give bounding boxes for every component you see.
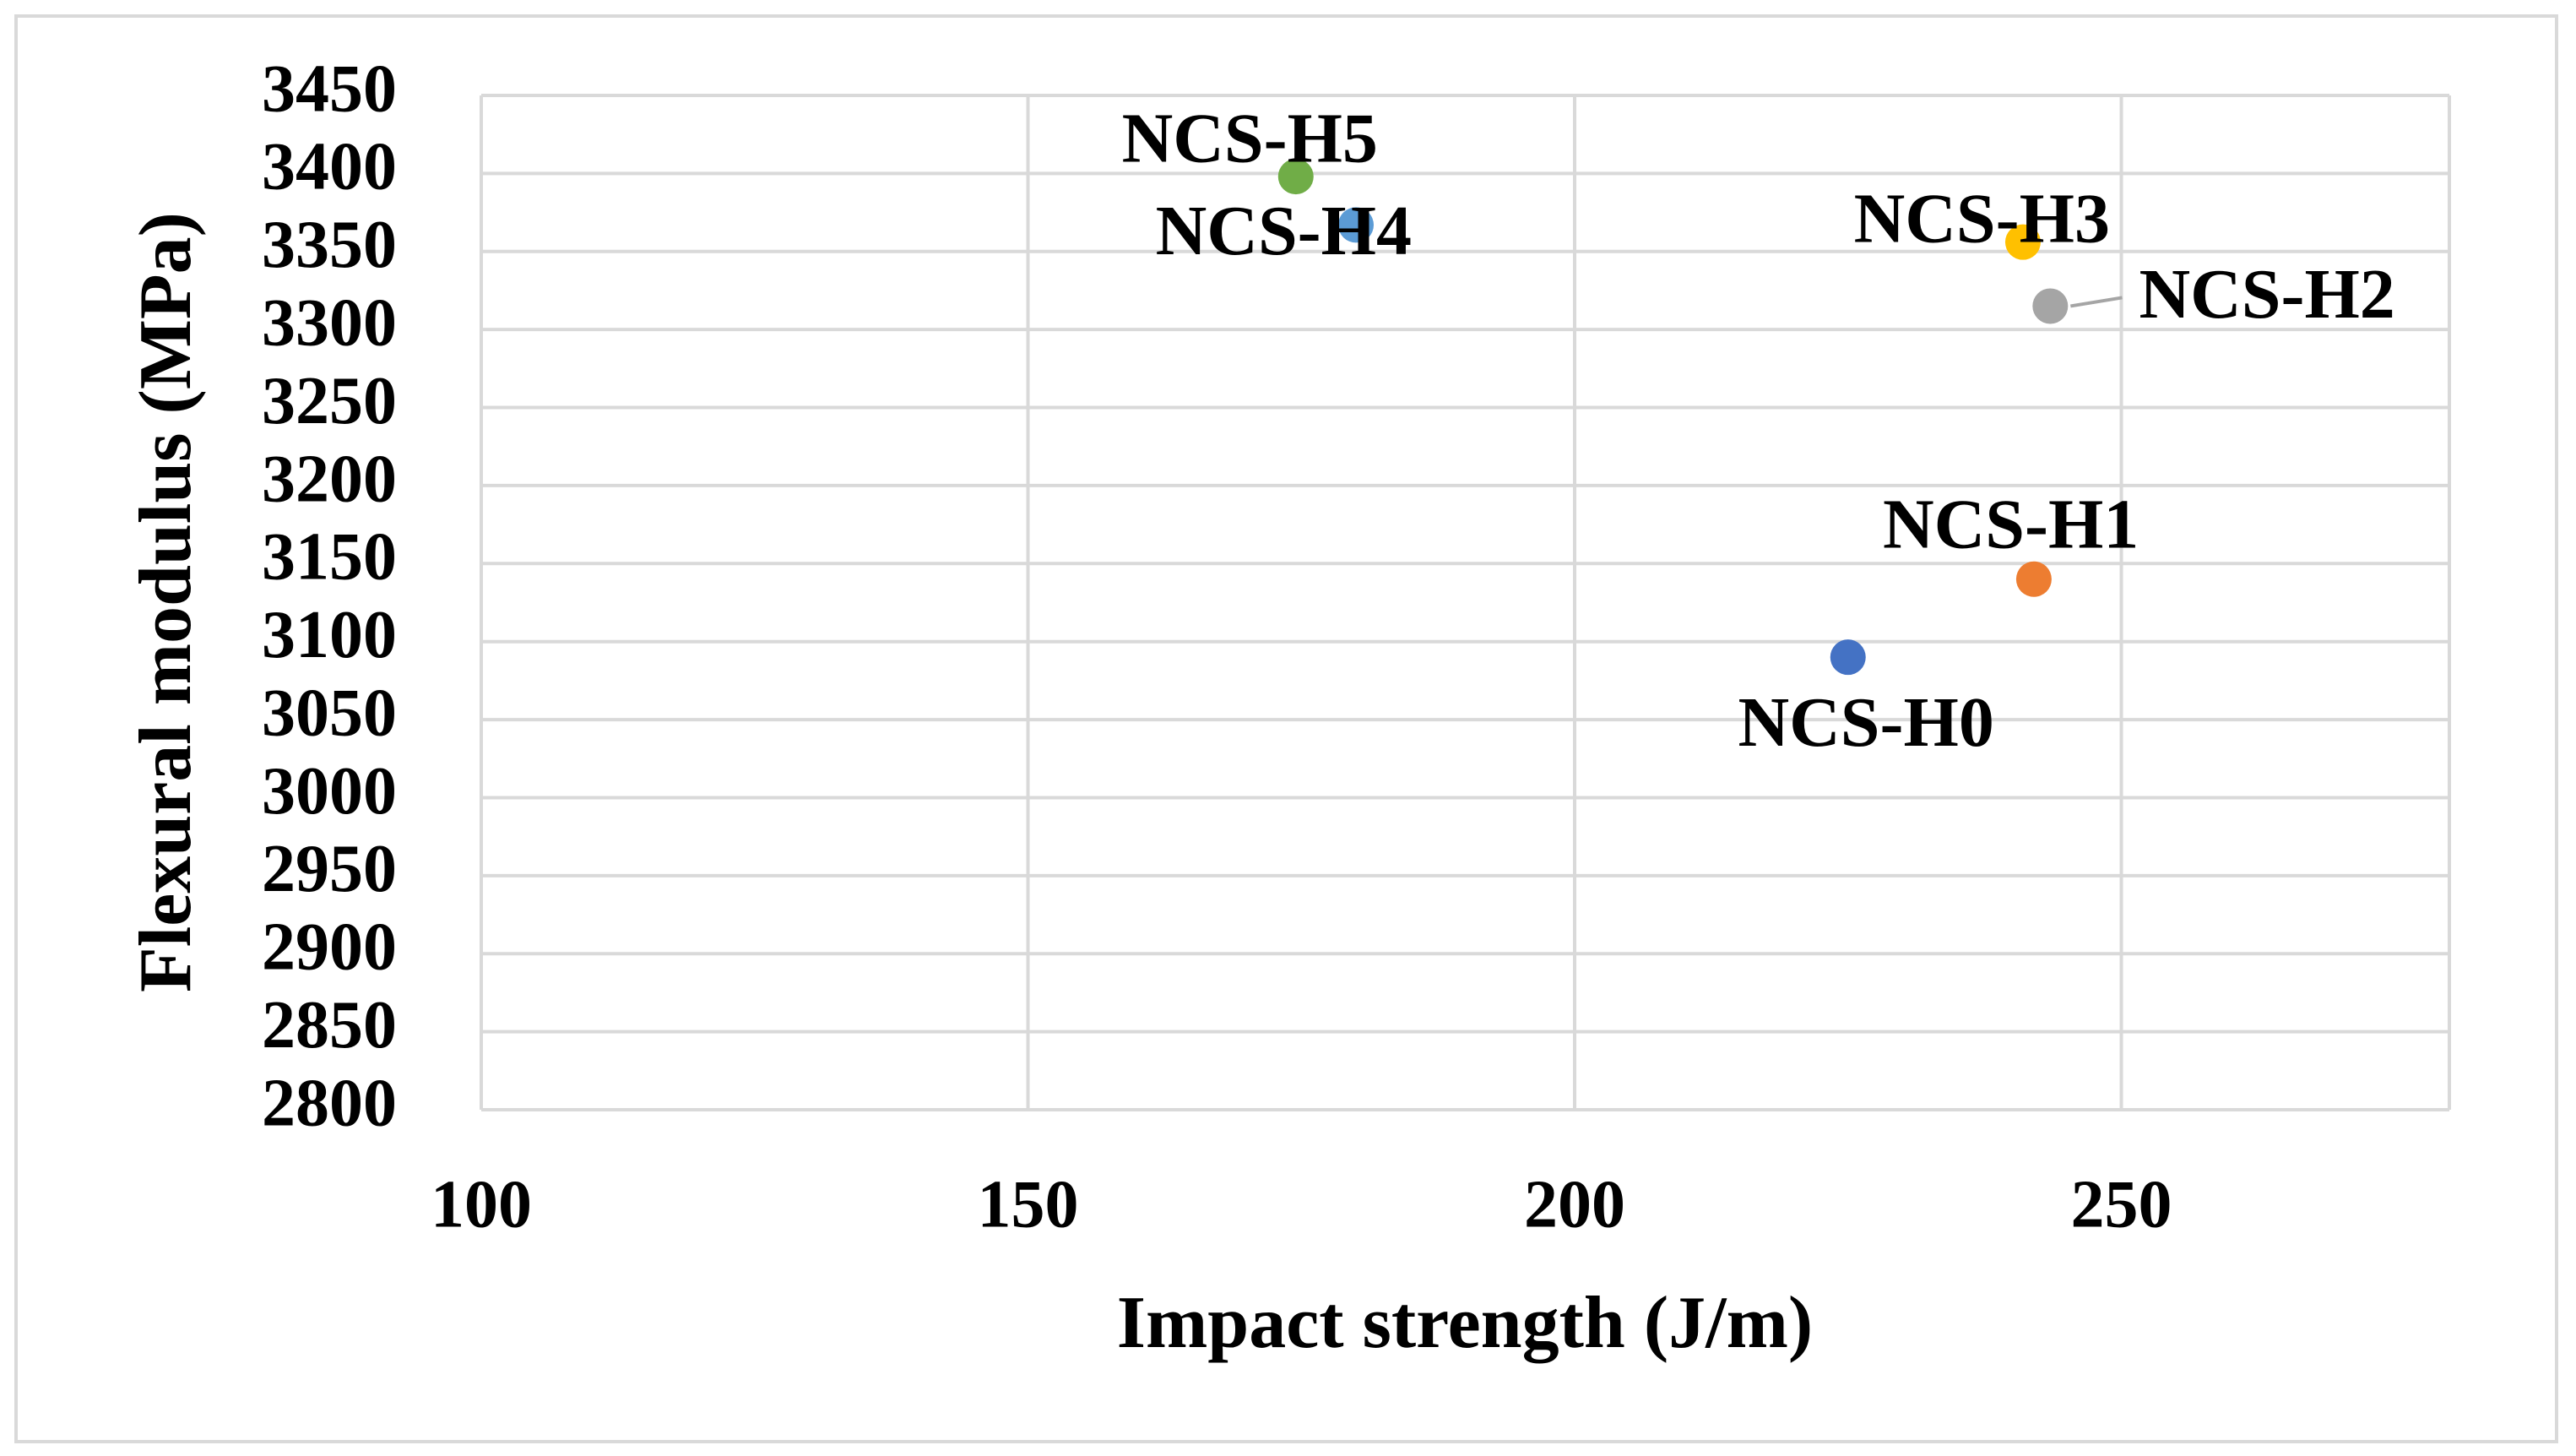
chart-border	[14, 14, 2558, 1443]
x-axis-title: Impact strength (J/m)	[1117, 1282, 1813, 1364]
y-tick-label: 2800	[262, 1066, 397, 1140]
point	[2032, 288, 2069, 324]
point	[2015, 561, 2052, 597]
point	[2004, 224, 2041, 260]
data-label: NCS-H5	[1122, 99, 1378, 177]
data-label: NCS-H0	[1738, 683, 1993, 762]
x-tick-label: 250	[2071, 1167, 2172, 1241]
y-tick-label: 3150	[262, 520, 397, 595]
x-tick-label: 200	[1524, 1167, 1625, 1241]
y-tick-label: 3300	[262, 286, 397, 361]
y-tick-label: 3450	[262, 52, 397, 126]
leader-line	[2070, 296, 2123, 308]
y-tick-label: 2950	[262, 832, 397, 906]
data-label: NCS-H1	[1883, 486, 2139, 564]
y-tick-label: 3250	[262, 364, 397, 438]
y-tick-label: 3400	[262, 130, 397, 204]
y-tick-label: 3200	[262, 442, 397, 516]
point	[1830, 639, 1866, 676]
y-tick-label: 3350	[262, 208, 397, 282]
data-label: NCS-H4	[1156, 192, 1412, 270]
y-tick-label: 3000	[262, 754, 397, 829]
data-label: NCS-H3	[1854, 179, 2110, 258]
point	[1338, 207, 1374, 243]
point	[1277, 159, 1314, 195]
y-tick-label: 2900	[262, 910, 397, 985]
y-tick-label: 3100	[262, 598, 397, 672]
x-tick-label: 100	[431, 1167, 532, 1241]
y-tick-label: 3050	[262, 676, 397, 750]
y-tick-label: 2850	[262, 988, 397, 1062]
y-axis-title: Flexural modulus (MPa)	[125, 212, 207, 992]
x-tick-label: 150	[978, 1167, 1079, 1241]
data-label: NCS-H2	[2139, 255, 2394, 334]
